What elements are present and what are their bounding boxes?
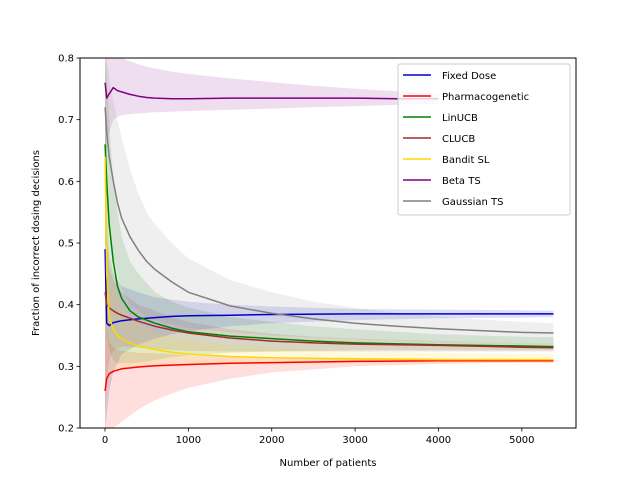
x-tick-label: 0 — [102, 435, 108, 446]
legend-box — [397, 63, 571, 216]
x-tick-label: 3000 — [342, 435, 367, 446]
x-tick-label: 4000 — [426, 435, 451, 446]
confidence-bands — [105, 58, 554, 428]
y-axis-label: Fraction of incorrect dosing decisions — [31, 150, 42, 336]
x-tick-label: 2000 — [259, 435, 284, 446]
x-axis-label: Number of patients — [280, 458, 377, 469]
y-axis-ticks: 0.2 0.3 0.4 0.5 0.6 0.7 0.8 — [58, 54, 80, 435]
pharmacogenetic-confidence-band — [105, 304, 554, 428]
gaussian-ts-confidence-band — [105, 58, 554, 344]
legend-label-linucb: LinUCB — [442, 113, 478, 124]
x-tick-label: 5000 — [509, 435, 534, 446]
y-tick-label: 0.3 — [58, 362, 74, 373]
y-tick-label: 0.2 — [58, 424, 74, 435]
bandit-sl-line — [104, 156, 554, 361]
legend-label-bandit-sl: Bandit SL — [442, 155, 490, 166]
legend-label-beta-ts: Beta TS — [442, 176, 481, 187]
y-tick-label: 0.7 — [58, 115, 74, 126]
y-tick-label: 0.5 — [58, 239, 74, 250]
legend-label-pharmacogenetic: Pharmacogenetic — [442, 92, 529, 103]
legend: Fixed Dose Pharmacogenetic LinUCB CLUCB Band… — [397, 63, 571, 216]
gaussian-ts-line — [104, 107, 554, 334]
series-lines — [104, 82, 554, 392]
y-tick-label: 0.4 — [58, 300, 74, 311]
y-tick-label: 0.6 — [58, 177, 74, 188]
legend-label-gaussian-ts: Gaussian TS — [442, 197, 504, 208]
beta-ts-line — [104, 82, 439, 100]
linucb-confidence-band — [105, 58, 554, 364]
bandit-sl-confidence-band — [105, 58, 554, 428]
beta-ts-confidence-band — [105, 58, 439, 182]
clucb-line — [104, 292, 554, 349]
linucb-line — [104, 144, 554, 348]
pharmacogenetic-line — [104, 360, 554, 392]
legend-label-fixed-dose: Fixed Dose — [442, 71, 496, 82]
x-tick-label: 1000 — [176, 435, 201, 446]
fixed-dose-line — [104, 249, 554, 327]
legend-label-clucb: CLUCB — [442, 134, 475, 145]
y-tick-label: 0.8 — [58, 54, 74, 65]
x-axis-ticks: 0 1000 2000 3000 4000 5000 — [102, 428, 535, 446]
